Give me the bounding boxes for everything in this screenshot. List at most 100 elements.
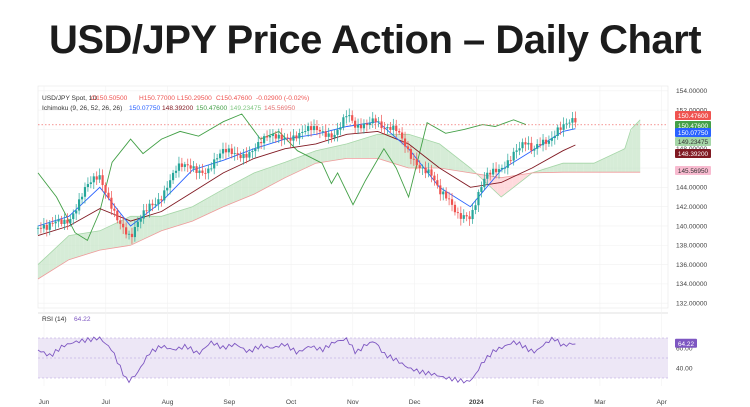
cloud-segment [45, 253, 50, 275]
candle-body [336, 129, 339, 135]
cloud-segment [109, 224, 114, 249]
candle-body [130, 233, 134, 238]
candle [280, 128, 283, 147]
candle [392, 118, 395, 137]
tenkan-sen-line [37, 121, 576, 227]
candle-body [166, 187, 169, 191]
candle [362, 119, 366, 134]
candle-body [433, 175, 436, 181]
candle-body [63, 219, 66, 224]
cloud-segment [71, 234, 76, 259]
candle [506, 153, 509, 175]
candle [456, 207, 459, 219]
legend-kijun-value: 148.39200 [162, 105, 194, 112]
candle [403, 131, 407, 153]
candle-body [489, 172, 492, 175]
candle [210, 162, 213, 172]
candle-body [500, 167, 504, 170]
candle-body [339, 127, 342, 130]
cloud-segment [169, 212, 174, 229]
candle-body [509, 160, 512, 162]
cloud-segment [150, 216, 155, 236]
candle-body [57, 219, 60, 222]
candle [389, 122, 392, 134]
candle [468, 211, 471, 226]
candle-body [512, 151, 515, 161]
candle-body [142, 210, 145, 219]
candle-body [139, 218, 142, 222]
candle [171, 169, 175, 185]
candle-body [345, 116, 348, 118]
price-tick-label: 134.00000 [676, 281, 708, 288]
candle-body [430, 169, 433, 176]
candle-body [521, 142, 524, 149]
cloud-segment [508, 175, 513, 192]
candle-body [298, 132, 301, 139]
candle-body [359, 124, 363, 129]
rsi-tick-label: 40.00 [676, 365, 693, 372]
rsi-badge: 64.22 [675, 338, 697, 348]
candle-body [292, 135, 295, 141]
candle-body [224, 149, 228, 153]
candle [436, 173, 439, 189]
candle [283, 132, 286, 145]
price-badge-label: 149.23475 [678, 139, 709, 146]
candle-body [354, 120, 357, 128]
candle [409, 146, 413, 165]
cloud-segment [632, 123, 637, 173]
candle [483, 172, 486, 191]
price-badge-bg [675, 121, 711, 130]
cloud-segment [440, 144, 445, 169]
cloud-segment [248, 173, 253, 197]
price-badge-label: 150.47600 [678, 113, 709, 120]
candle [110, 190, 113, 215]
cloud-segment [346, 142, 351, 159]
cloud-segment [553, 164, 558, 173]
candle-body [301, 131, 304, 133]
candle-body [494, 168, 498, 173]
candle [462, 209, 465, 223]
candle [245, 147, 248, 164]
price-tick-label: 140.00000 [676, 223, 708, 230]
candle [119, 214, 122, 230]
candle [54, 214, 57, 230]
price-badge: 145.56950 [675, 166, 711, 175]
cloud-segment [621, 147, 626, 173]
candle [512, 147, 515, 166]
cloud-segment [252, 172, 257, 195]
cloud-segment [395, 134, 400, 166]
cloud-segment [101, 227, 106, 250]
candle [553, 130, 556, 145]
candle [265, 130, 269, 142]
candle [492, 162, 495, 178]
candle [51, 217, 54, 227]
candle [151, 199, 154, 212]
candle-body [368, 123, 371, 125]
candle [198, 164, 201, 179]
ichimoku-lines [37, 113, 668, 280]
price-badge: 148.39200 [675, 149, 711, 158]
cloud-segment [38, 261, 42, 280]
candle [421, 164, 424, 176]
candle [489, 169, 492, 181]
candle [154, 197, 157, 208]
candle-body [201, 170, 204, 173]
candle [295, 131, 298, 142]
candle-body [483, 178, 486, 188]
candle [242, 148, 245, 165]
candle-body [251, 151, 254, 153]
candle-body [116, 210, 119, 221]
candle-body [459, 213, 462, 219]
candle [359, 118, 363, 132]
legend-open: O150.50500 [91, 95, 128, 102]
cloud-segment [94, 231, 99, 252]
candle-body [309, 126, 313, 131]
candle [474, 199, 477, 215]
candle [527, 136, 530, 150]
candle [571, 112, 574, 130]
candle [447, 191, 451, 206]
candle [307, 122, 310, 137]
candle-body [69, 219, 72, 224]
candle [116, 208, 119, 224]
time-tick-label: Jul [102, 399, 111, 406]
